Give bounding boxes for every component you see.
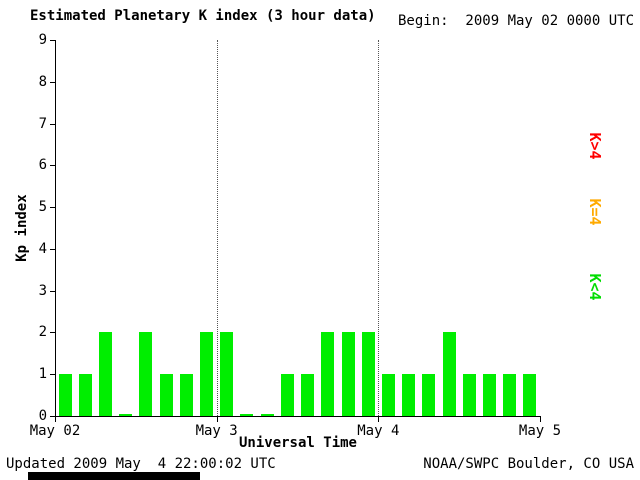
kp-bar bbox=[381, 374, 395, 416]
kp-bar bbox=[139, 332, 153, 416]
y-tick bbox=[50, 165, 55, 167]
x-tick-label: May 5 bbox=[518, 423, 562, 439]
chart-title: Estimated Planetary K index (3 hour data… bbox=[30, 8, 376, 24]
y-tick bbox=[50, 374, 55, 376]
kp-bar bbox=[99, 332, 113, 416]
kp-bar bbox=[402, 374, 416, 416]
y-tick bbox=[50, 123, 55, 125]
y-tick-label: 8 bbox=[38, 73, 47, 90]
kp-bar bbox=[503, 374, 517, 416]
kp-bar bbox=[523, 374, 537, 416]
kp-bar bbox=[462, 374, 476, 416]
source-label: NOAA/SWPC Boulder, CO USA bbox=[423, 456, 634, 472]
y-tick-label: 4 bbox=[38, 240, 47, 257]
y-tick bbox=[50, 290, 55, 292]
y-tick-label: 2 bbox=[38, 324, 47, 341]
day-boundary-dotted-line bbox=[378, 40, 380, 416]
x-tick bbox=[55, 417, 56, 422]
kp-bar bbox=[301, 374, 315, 416]
kp-bar bbox=[119, 414, 133, 416]
y-tick bbox=[50, 40, 55, 41]
day-boundary-dotted-line bbox=[216, 40, 218, 416]
kp-bar bbox=[442, 332, 456, 416]
x-tick bbox=[216, 417, 218, 422]
kp-bar bbox=[220, 332, 234, 416]
x-tick-label: May 02 bbox=[29, 423, 81, 439]
kp-bar bbox=[422, 374, 436, 416]
y-axis bbox=[55, 40, 56, 417]
kp-bar bbox=[280, 374, 294, 416]
kp-bar bbox=[341, 332, 355, 416]
kp-bar bbox=[482, 374, 496, 416]
x-tick-label: May 3 bbox=[195, 423, 238, 439]
y-tick-label: 1 bbox=[38, 366, 47, 383]
x-tick-label: May 4 bbox=[357, 423, 400, 439]
y-tick-label: 0 bbox=[38, 408, 47, 424]
y-tick-label: 9 bbox=[38, 32, 47, 48]
y-tick-label: 3 bbox=[38, 282, 47, 299]
begin-label: Begin: 2009 May 02 0000 UTC bbox=[398, 13, 635, 29]
kp-bar bbox=[361, 332, 375, 416]
x-tick bbox=[540, 417, 541, 422]
kp-bar bbox=[78, 374, 92, 416]
y-tick-label: 5 bbox=[38, 199, 47, 216]
legend-label: K<4 bbox=[586, 273, 604, 301]
y-tick bbox=[50, 207, 55, 209]
kp-bar bbox=[260, 414, 274, 416]
legend-label: K>4 bbox=[586, 132, 604, 160]
kp-bar bbox=[179, 374, 193, 416]
legend-label: K=4 bbox=[586, 198, 604, 226]
kp-bar bbox=[240, 414, 254, 416]
y-tick bbox=[50, 248, 55, 250]
updated-label: Updated 2009 May 4 22:00:02 UTC bbox=[6, 456, 276, 472]
kp-bar bbox=[58, 374, 72, 416]
y-tick bbox=[50, 332, 55, 334]
kp-bar bbox=[200, 332, 214, 416]
x-tick bbox=[378, 417, 380, 422]
bottom-black-bar bbox=[28, 472, 200, 480]
y-tick-label: 7 bbox=[38, 115, 47, 132]
x-axis-title: Universal Time bbox=[238, 435, 357, 451]
y-tick bbox=[50, 416, 55, 417]
y-tick bbox=[50, 81, 55, 83]
kp-bar bbox=[321, 332, 335, 416]
x-axis bbox=[55, 416, 541, 417]
y-tick-label: 6 bbox=[38, 157, 47, 174]
kp-bar bbox=[159, 374, 173, 416]
